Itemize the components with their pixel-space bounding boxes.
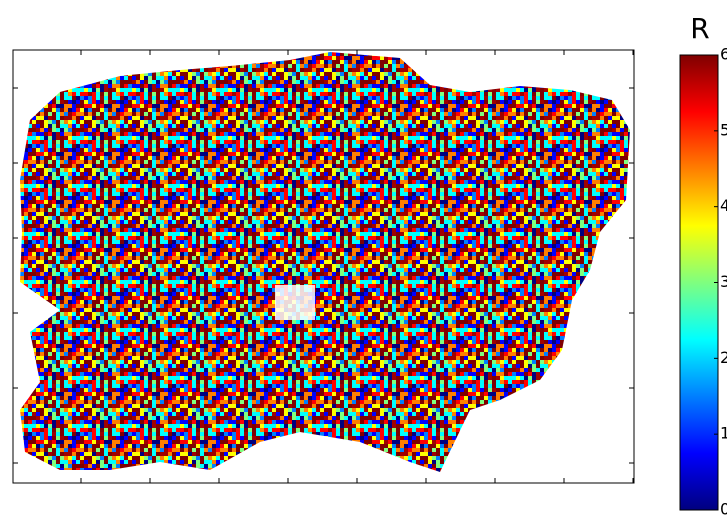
colorbar-tick-label: 0 (720, 500, 727, 519)
page: {"chart_data": {"type": "heatmap", "colo… (0, 0, 727, 519)
colorbar-tick-label: 4 (720, 196, 727, 215)
colorbar-tick-label: 5 (720, 120, 727, 139)
colorbar (680, 55, 718, 510)
chart: R 0 1 2 3 4 5 6 (0, 0, 727, 519)
colorbar-tick-label: 3 (720, 272, 727, 291)
colorbar-tick-label: 1 (720, 424, 727, 443)
hole (275, 285, 315, 320)
colorbar-tick-label: 6 (720, 45, 727, 64)
colorbar-tick-label: 2 (720, 348, 727, 367)
colorbar-label: R (690, 12, 709, 45)
